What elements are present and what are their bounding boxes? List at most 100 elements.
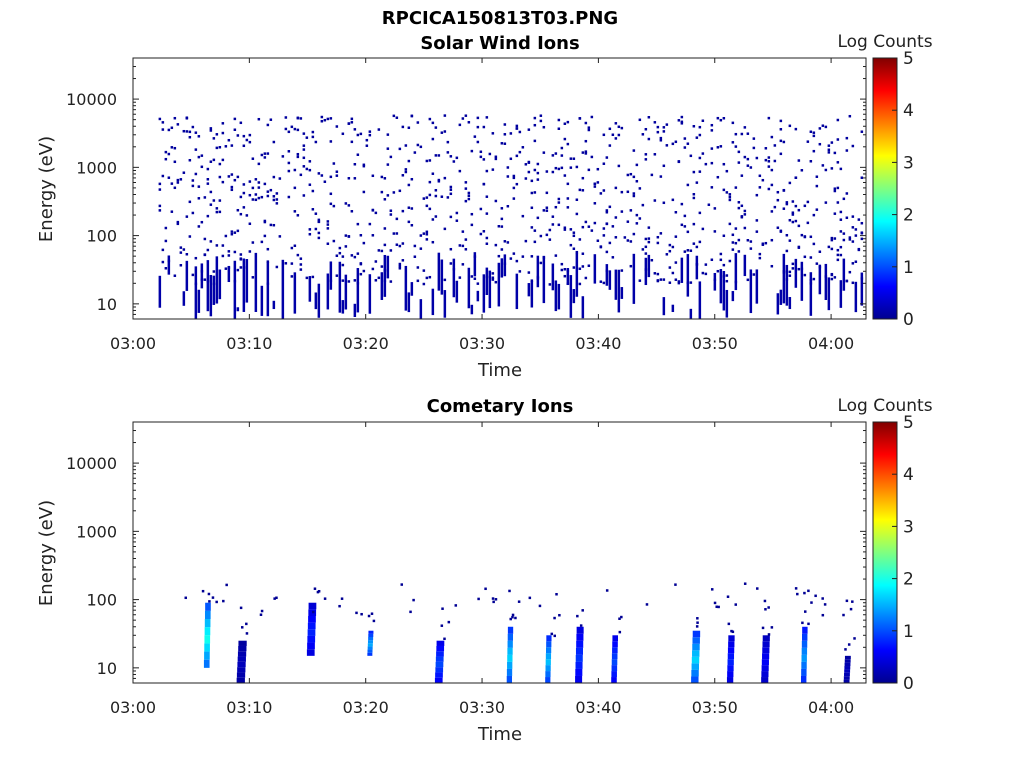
count-cell (521, 214, 525, 218)
count-cell (635, 213, 639, 217)
burst-cell (761, 665, 769, 672)
count-cell (290, 262, 294, 265)
count-cell (194, 148, 198, 151)
count-cell (827, 151, 831, 154)
count-streak (158, 275, 162, 308)
count-cell (797, 208, 801, 212)
burst-cell (367, 652, 373, 656)
count-streak (527, 283, 531, 297)
count-streak (272, 300, 276, 310)
count-cell (398, 262, 402, 266)
count-cell (788, 124, 792, 128)
count-cell (401, 125, 405, 129)
count-cell (458, 276, 462, 279)
burst-cell (844, 669, 851, 673)
burst-cell (761, 659, 769, 666)
count-cell (254, 193, 258, 196)
count-cell (380, 249, 384, 253)
count-cell (242, 183, 246, 186)
count-cell (605, 156, 609, 159)
panel-solar-wind: Solar Wind Ions 03:00 03:10 03:20 03:30 03:4… (36, 32, 933, 381)
count-cell (398, 244, 402, 248)
count-cell (695, 181, 699, 184)
count-cell (323, 180, 327, 183)
count-cell (449, 185, 453, 189)
count-cell (208, 600, 211, 603)
count-cell (587, 168, 591, 172)
count-cell (356, 252, 360, 255)
count-cell (740, 215, 744, 218)
count-cell (824, 168, 828, 172)
count-cell (425, 230, 429, 234)
burst-cell (576, 626, 584, 634)
count-cell (614, 122, 618, 125)
burst-cell (204, 635, 211, 644)
count-cell (644, 158, 648, 161)
count-cell (455, 211, 459, 215)
count-cell (296, 214, 300, 217)
count-cell (305, 167, 309, 171)
count-cell (263, 182, 267, 186)
count-cell (569, 243, 573, 247)
count-cell (719, 258, 723, 262)
burst-cell (800, 675, 807, 683)
count-cell (401, 174, 405, 177)
count-cell (404, 168, 408, 171)
count-cell (464, 114, 468, 117)
count-streak (410, 282, 414, 296)
burst-cell (843, 679, 850, 683)
count-cell (812, 242, 816, 246)
count-cell (215, 210, 219, 214)
count-cell (839, 230, 843, 233)
panel-title-solar-wind: Solar Wind Ions (420, 33, 579, 54)
count-cell (227, 138, 231, 142)
count-cell (677, 160, 681, 163)
count-streak (437, 252, 441, 291)
count-cell (689, 281, 693, 284)
count-cell (860, 231, 864, 234)
count-cell (173, 146, 177, 150)
count-cell (773, 205, 777, 209)
burst-cell (612, 641, 618, 648)
count-cell (422, 269, 426, 272)
count-cell (524, 177, 528, 180)
count-cell (482, 230, 486, 233)
count-cell (449, 188, 453, 191)
count-cell (605, 250, 609, 254)
count-cell (509, 617, 512, 621)
count-cell (383, 198, 387, 201)
count-cell (710, 258, 714, 262)
count-cell (326, 242, 330, 245)
count-cell (491, 132, 495, 135)
count-cell (443, 176, 447, 180)
count-cell (767, 606, 770, 609)
count-cell (530, 206, 534, 210)
count-cell (842, 197, 846, 201)
count-cell (164, 239, 168, 243)
count-cell (248, 133, 252, 137)
count-cell (401, 209, 405, 213)
count-cell (539, 261, 543, 265)
count-cell (833, 151, 837, 155)
burst-cell (727, 665, 734, 672)
burst-cell (435, 656, 444, 662)
colorbar-ticks-cometary: 0 1 2 3 4 5 (892, 413, 914, 694)
count-cell (716, 146, 720, 149)
count-cell (737, 206, 741, 210)
burst-cell (507, 626, 514, 634)
count-cell (412, 598, 415, 602)
count-cell (404, 170, 408, 174)
count-cell (806, 221, 810, 225)
count-cell (236, 134, 240, 137)
count-cell (653, 153, 657, 156)
count-cell (340, 597, 344, 600)
count-cell (290, 275, 294, 278)
count-cell (737, 150, 741, 154)
count-cell (845, 216, 849, 220)
count-cell (611, 225, 615, 228)
burst-cell (545, 653, 552, 660)
count-cell (779, 139, 783, 143)
count-cell (614, 186, 618, 190)
burst-cell (692, 643, 700, 651)
count-cell (313, 587, 317, 590)
